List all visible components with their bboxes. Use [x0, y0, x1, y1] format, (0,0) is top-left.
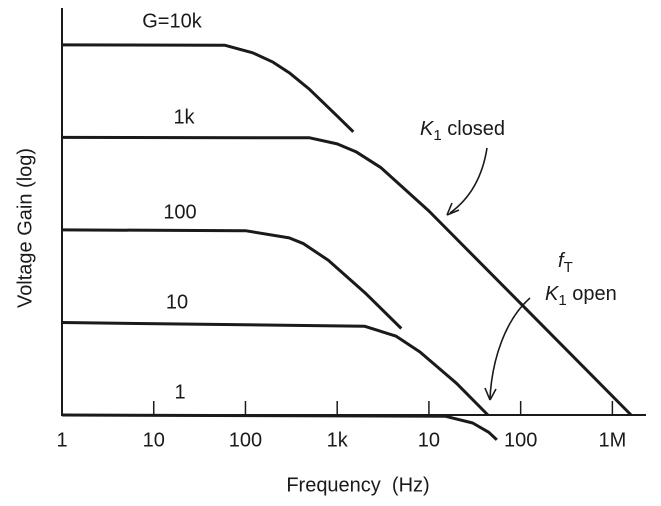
x-tick-label: 10	[418, 429, 440, 451]
annotation-arrow	[449, 147, 488, 214]
x-tick-label: 1M	[598, 429, 626, 451]
curve-label: 1	[174, 381, 185, 403]
curve-label: G=10k	[142, 10, 202, 32]
x-axis-label: Frequency (Hz)	[286, 474, 429, 496]
annotation-part: f	[558, 250, 566, 272]
arrow-head	[484, 387, 497, 401]
annotation-part: open	[567, 283, 617, 305]
gain-curve	[61, 321, 489, 417]
annotation-part: T	[564, 259, 573, 276]
gain-curve	[61, 228, 403, 330]
curve-label: 1k	[173, 106, 195, 128]
x-tick-label: 100	[504, 429, 537, 451]
annotation-part: closed	[442, 118, 505, 140]
curve-label: 10	[166, 291, 188, 313]
annotation: K1 closed	[420, 118, 505, 144]
arrow-head	[446, 202, 460, 216]
annotation-part: K	[420, 118, 435, 140]
gain-curve	[61, 43, 355, 133]
y-axis-label: Voltage Gain (log)	[14, 148, 36, 308]
gain-curve	[61, 135, 633, 417]
annotation-part: 1	[433, 127, 441, 144]
annotation-arrow	[489, 297, 531, 399]
annotation-part: K	[545, 283, 560, 305]
x-tick-label: 1	[56, 429, 67, 451]
annotation-part: 1	[558, 292, 566, 309]
x-tick-label: 100	[229, 429, 262, 451]
x-tick-label: 10	[143, 429, 165, 451]
annotation: K1 open	[545, 283, 617, 309]
curve-label: 100	[163, 201, 196, 223]
gain-curve	[61, 413, 498, 441]
x-tick-label: 1k	[327, 429, 349, 451]
annotation: fT	[558, 250, 573, 276]
